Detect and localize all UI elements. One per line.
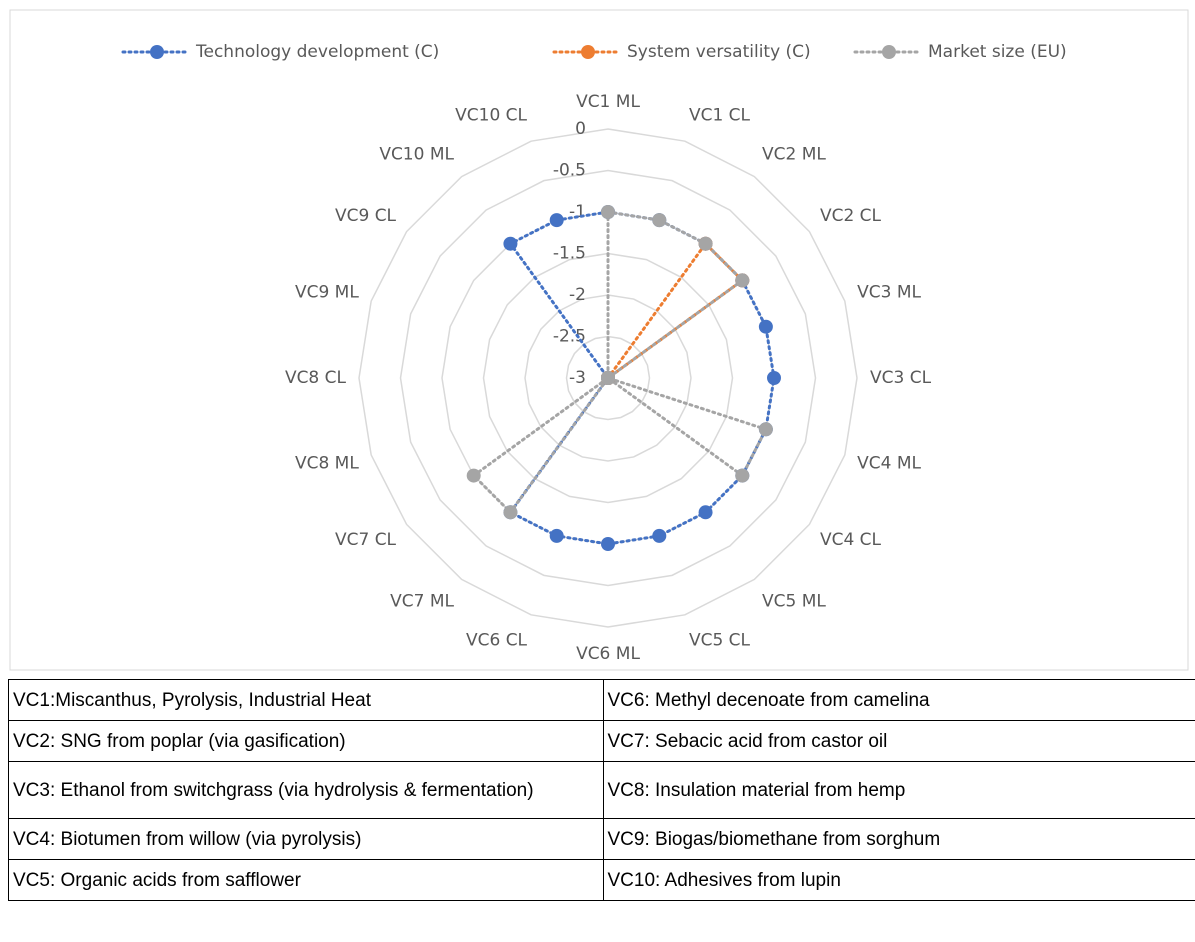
series-marker bbox=[601, 371, 615, 385]
category-label: VC10 CL bbox=[455, 106, 527, 126]
y-tick-label: -3 bbox=[569, 368, 586, 388]
category-label: VC7 CL bbox=[335, 530, 397, 550]
legend-label: Market size (EU) bbox=[928, 42, 1067, 62]
table-row: VC5: Organic acids from safflower VC10: A… bbox=[8, 859, 1195, 901]
category-label: VC4 CL bbox=[820, 530, 882, 550]
series-marker bbox=[466, 468, 481, 483]
table-cell: VC2: SNG from poplar (via gasification) bbox=[8, 720, 604, 762]
category-label: VC3 CL bbox=[870, 368, 932, 388]
series-line bbox=[471, 210, 769, 515]
category-label: VC3 ML bbox=[857, 283, 921, 303]
table-cell: VC4: Biotumen from willow (via pyrolysis… bbox=[8, 818, 604, 860]
category-label: VC8 ML bbox=[295, 453, 359, 473]
series-marker bbox=[767, 371, 781, 385]
table-cell: VC1:Miscanthus, Pyrolysis, Industrial He… bbox=[8, 679, 604, 721]
series-marker bbox=[503, 505, 518, 520]
table-cell: VC8: Insulation material from hemp bbox=[602, 761, 1195, 819]
category-label: VC6 ML bbox=[576, 644, 640, 664]
table-cell: VC9: Biogas/biomethane from sorghum bbox=[602, 818, 1195, 860]
category-label: VC2 ML bbox=[762, 145, 826, 165]
table-cell: VC6: Methyl decenoate from camelina bbox=[602, 679, 1195, 721]
series-marker bbox=[601, 537, 615, 551]
table-cell: VC3: Ethanol from switchgrass (via hydro… bbox=[8, 761, 604, 819]
grid-ring bbox=[358, 128, 858, 628]
legend-table: VC1:Miscanthus, Pyrolysis, Industrial He… bbox=[8, 679, 1195, 901]
category-label: VC5 ML bbox=[762, 591, 826, 611]
series-line bbox=[606, 241, 745, 380]
grid-ring bbox=[399, 169, 817, 587]
category-label: VC4 ML bbox=[857, 453, 921, 473]
series-marker bbox=[652, 528, 667, 543]
y-tick-label: -2 bbox=[569, 285, 586, 305]
legend-label: System versatility (C) bbox=[627, 42, 811, 62]
category-label: VC10 ML bbox=[379, 145, 454, 165]
table-body: VC1:Miscanthus, Pyrolysis, Industrial He… bbox=[8, 679, 1195, 901]
y-tick-label: 0 bbox=[575, 119, 586, 139]
grid-ring bbox=[565, 335, 651, 421]
y-tick-label: -1.5 bbox=[553, 244, 586, 264]
y-tick-label: -2.5 bbox=[553, 327, 586, 347]
series-line bbox=[508, 210, 776, 546]
grid-ring bbox=[482, 252, 734, 504]
legend-marker bbox=[882, 45, 896, 59]
category-label: VC1 ML bbox=[576, 92, 640, 112]
table-row: VC1:Miscanthus, Pyrolysis, Industrial He… bbox=[8, 679, 1195, 721]
series-marker bbox=[503, 236, 518, 251]
series-marker bbox=[698, 236, 713, 251]
series-marker bbox=[601, 205, 615, 219]
category-label: VC6 CL bbox=[466, 630, 528, 650]
legend-marker bbox=[150, 45, 164, 59]
table-row: VC3: Ethanol from switchgrass (via hydro… bbox=[8, 761, 1195, 819]
category-label: VC9 ML bbox=[295, 283, 359, 303]
series-marker bbox=[549, 528, 564, 543]
series-marker bbox=[549, 213, 564, 228]
category-label: VC7 ML bbox=[390, 591, 454, 611]
table-cell: VC10: Adhesives from lupin bbox=[602, 859, 1195, 901]
series-marker bbox=[735, 273, 750, 288]
table-cell: VC5: Organic acids from safflower bbox=[8, 859, 604, 901]
category-label: VC8 CL bbox=[285, 368, 347, 388]
grid-ring bbox=[524, 294, 692, 462]
table-cell: VC7: Sebacic acid from castor oil bbox=[602, 720, 1195, 762]
category-label: VC2 CL bbox=[820, 206, 882, 226]
category-label: VC5 CL bbox=[689, 630, 751, 650]
series-marker bbox=[758, 422, 773, 437]
category-label: VC1 CL bbox=[689, 106, 751, 126]
category-label: VC9 CL bbox=[335, 206, 397, 226]
chart-border bbox=[9, 9, 1189, 671]
series-marker bbox=[652, 213, 667, 228]
series-marker bbox=[758, 319, 773, 334]
y-tick-label: -0.5 bbox=[553, 161, 586, 181]
table-row: VC4: Biotumen from willow (via pyrolysis… bbox=[8, 818, 1195, 860]
series-marker bbox=[698, 505, 713, 520]
legend-label: Technology development (C) bbox=[195, 42, 439, 62]
table-row: VC2: SNG from poplar (via gasification) V… bbox=[8, 720, 1195, 762]
series-marker bbox=[735, 468, 750, 483]
legend-marker bbox=[581, 45, 595, 59]
